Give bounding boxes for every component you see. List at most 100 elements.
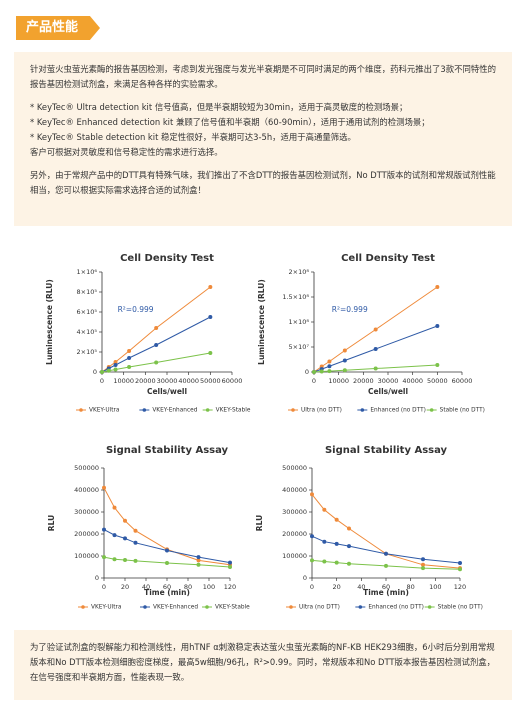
y-tick-label: 0	[95, 574, 99, 582]
data-point	[228, 560, 232, 565]
x-tick-label: 40	[142, 583, 150, 591]
y-axis-label: RLU	[47, 515, 56, 531]
data-point	[123, 557, 127, 562]
data-point	[133, 558, 138, 563]
intro-paragraph: 针对萤火虫萤光素酶的报告基因检测，考虑到发光强度与发光半衰期是不可同时满足的两个…	[30, 64, 496, 89]
data-point	[112, 533, 117, 538]
data-point	[310, 492, 314, 497]
chart-title: Cell Density Test	[120, 253, 214, 264]
data-point	[123, 518, 127, 523]
x-tick-label: 20	[121, 583, 129, 591]
legend-label: Enhanced (no DTT)	[368, 605, 424, 611]
data-point	[154, 360, 159, 365]
legend-marker	[358, 605, 363, 609]
legend-label: VKEY-Enhanced	[152, 408, 197, 414]
x-tick-label: 10000	[328, 377, 349, 385]
y-tick-label: 300000	[74, 508, 99, 516]
legend-label: Enhanced (no DTT)	[370, 408, 426, 414]
legend-marker	[291, 408, 295, 412]
data-point	[154, 326, 159, 330]
choice-text: 客户可根据对灵敏度和信号稳定性的需求进行选择。	[30, 147, 223, 157]
data-point	[127, 356, 132, 360]
data-point	[310, 558, 314, 563]
annotation: R²=0.999	[332, 305, 368, 314]
data-point	[102, 527, 106, 532]
x-tick-label: 0	[310, 583, 314, 591]
data-point	[327, 359, 332, 364]
chart-title: Signal Stability Assay	[325, 445, 448, 456]
data-point	[196, 562, 201, 567]
data-point	[154, 343, 159, 347]
data-point	[342, 368, 347, 373]
data-point	[127, 349, 132, 353]
data-point	[196, 558, 201, 563]
data-point	[102, 555, 106, 560]
chart-title: Signal Stability Assay	[106, 445, 229, 456]
legend-marker	[143, 605, 147, 609]
data-point	[165, 561, 169, 566]
x-tick-label: 80	[407, 583, 415, 591]
data-point	[421, 557, 425, 562]
x-tick-label: 0	[100, 377, 104, 385]
legend-marker	[142, 408, 147, 412]
data-point	[384, 551, 388, 556]
y-tick-label: 2×10⁵	[77, 348, 98, 356]
y-tick-label: 2×10⁸	[289, 268, 310, 276]
x-tick-label: 40000	[178, 377, 199, 385]
data-point	[113, 360, 118, 364]
data-point	[435, 285, 440, 289]
y-tick-label: 400000	[282, 486, 307, 494]
y-tick-label: 0	[303, 574, 307, 582]
data-point	[327, 369, 332, 374]
series-line	[103, 529, 231, 564]
series-line	[311, 494, 461, 569]
data-point	[342, 358, 347, 363]
y-tick-label: 200000	[74, 530, 99, 538]
data-point	[347, 526, 351, 531]
legend-marker	[289, 605, 293, 609]
bullet: * KeyTec® Enhanced detection kit 兼顾了信号值和…	[30, 117, 430, 127]
x-tick-label: 60	[382, 583, 390, 591]
x-tick-label: 120	[224, 583, 236, 591]
legend-label: VKEY-Enhanced	[153, 605, 198, 611]
data-point	[133, 540, 138, 545]
section-tab: 产品性能	[16, 16, 100, 40]
x-tick-label: 100	[203, 583, 215, 591]
y-tick-label: 6×10⁵	[77, 308, 98, 316]
data-point	[133, 528, 138, 533]
x-tick-label: 20	[333, 583, 341, 591]
chart-title: Cell Density Test	[341, 253, 435, 264]
legend-label: Stable (no DTT)	[440, 408, 485, 414]
data-point	[312, 370, 316, 374]
y-tick-label: 500000	[282, 464, 307, 472]
data-point	[347, 561, 351, 566]
data-point	[373, 347, 378, 351]
y-tick-label: 400000	[74, 486, 99, 494]
data-point	[208, 285, 213, 289]
x-tick-label: 20000	[353, 377, 374, 385]
data-point	[322, 559, 327, 564]
x-tick-label: 40000	[402, 377, 423, 385]
x-axis-label: Cells/well	[368, 387, 408, 396]
x-tick-label: 30000	[157, 377, 178, 385]
summary-box: 为了验证试剂盒的裂解能力和检测线性，用hTNF α刺激稳定表达萤火虫萤光素酶的N…	[14, 630, 512, 700]
bullet: * KeyTec® Ultra detection kit 信号值高，但是半衰期…	[30, 102, 408, 112]
x-axis-label: Time (min)	[363, 588, 409, 597]
data-point	[373, 327, 378, 332]
data-point	[112, 557, 117, 562]
legend-label: Ultra (no DTT)	[301, 408, 342, 414]
series-line	[311, 535, 461, 564]
y-axis-label: RLU	[255, 515, 264, 531]
data-point	[196, 555, 201, 560]
data-point	[113, 363, 118, 367]
data-point	[100, 370, 104, 374]
y-tick-label: 500000	[74, 464, 99, 472]
y-tick-label: 8×10⁵	[77, 288, 98, 296]
legend-marker	[360, 408, 365, 412]
y-axis-label: Luminescence (RLU)	[45, 279, 54, 365]
intro-box: 针对萤火虫萤光素酶的报告基因检测，考虑到发光强度与发光半衰期是不可同时满足的两个…	[14, 52, 512, 226]
data-point	[208, 351, 213, 355]
x-tick-label: 60000	[222, 377, 243, 385]
data-point	[319, 369, 324, 374]
